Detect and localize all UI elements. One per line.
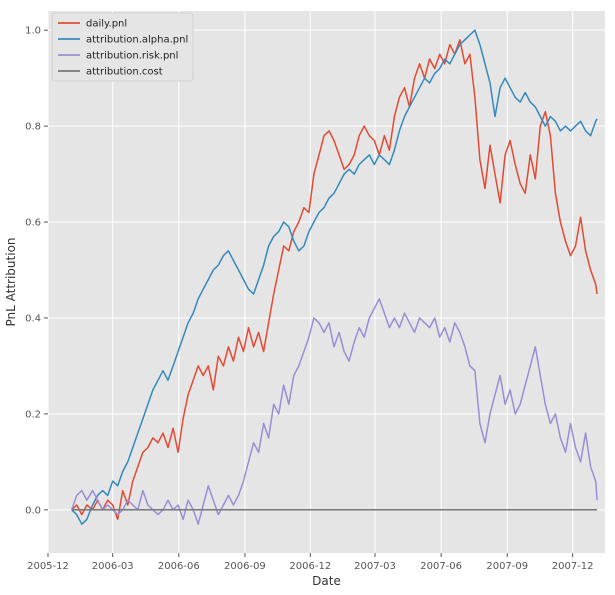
x-tick-label: 2006-03 — [92, 561, 134, 572]
series-line-attribution-risk-pnl — [70, 298, 598, 525]
x-tick-label: 2006-12 — [289, 561, 331, 572]
x-tick-label: 2007-03 — [354, 561, 396, 572]
legend-box — [51, 12, 194, 82]
x-tick-label: 2007-12 — [552, 561, 594, 572]
y-tick-label: 0.6 — [25, 218, 41, 229]
y-tick-label: 0.2 — [25, 409, 41, 420]
series-line-daily-pnl — [71, 39, 598, 521]
legend-label: daily.pnl — [86, 19, 127, 30]
y-axis-label: PnL Attribution — [4, 237, 18, 326]
y-tick-label: 0.4 — [25, 313, 41, 324]
x-axis-ticks: 2005-12 2006-03 2006-06 2006-09 2006-12 2007-… — [27, 553, 594, 572]
x-tick-label: 2007-06 — [420, 561, 462, 572]
series-line-attribution-alpha-pnl — [71, 29, 598, 525]
x-tick-label: 2006-06 — [158, 561, 200, 572]
y-tick-label: 0.0 — [25, 505, 41, 516]
y-tick-label: 0.8 — [25, 122, 41, 133]
x-axis-label: Date — [312, 574, 341, 588]
gridlines — [47, 11, 605, 553]
x-tick-label: 2005-12 — [27, 561, 69, 572]
legend-label: attribution.alpha.pnl — [86, 35, 188, 46]
plot-area — [48, 11, 605, 553]
y-tick-label: 1.0 — [25, 26, 41, 37]
x-tick-label: 2006-09 — [224, 561, 266, 572]
x-tick-label: 2007-09 — [486, 561, 528, 572]
y-axis-ticks: 0.0 0.2 0.4 0.6 0.8 1.0 — [25, 26, 48, 516]
legend-label: attribution.risk.pnl — [86, 51, 178, 62]
legend-label: attribution.cost — [86, 67, 163, 78]
series-lines — [70, 29, 598, 525]
legend: daily.pnl attribution.alpha.pnl attributio… — [51, 12, 194, 82]
